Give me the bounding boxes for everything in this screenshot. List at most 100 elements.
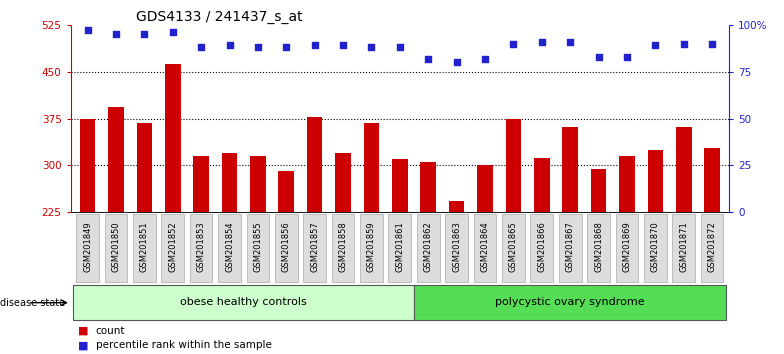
FancyBboxPatch shape (445, 214, 468, 282)
Text: GSM201861: GSM201861 (395, 221, 405, 272)
Text: GSM201865: GSM201865 (509, 221, 518, 272)
FancyBboxPatch shape (74, 285, 414, 320)
Text: GSM201849: GSM201849 (83, 221, 92, 272)
Point (82, 28, 94, 33)
Text: GSM201872: GSM201872 (708, 221, 717, 272)
Text: ■: ■ (78, 340, 89, 350)
Bar (562, 127, 578, 212)
Bar (648, 150, 663, 212)
Bar (619, 156, 635, 212)
FancyBboxPatch shape (587, 214, 610, 282)
Text: obese healthy controls: obese healthy controls (180, 297, 307, 307)
Bar (477, 165, 493, 212)
Point (592, 54, 604, 59)
Point (450, 59, 463, 65)
Point (507, 41, 520, 46)
Point (706, 41, 718, 46)
Bar (676, 127, 691, 212)
FancyBboxPatch shape (414, 285, 726, 320)
FancyBboxPatch shape (644, 214, 666, 282)
Text: GSM201862: GSM201862 (423, 221, 433, 272)
FancyBboxPatch shape (559, 214, 582, 282)
Point (166, 29, 179, 35)
FancyBboxPatch shape (531, 214, 554, 282)
Bar (448, 201, 464, 212)
FancyBboxPatch shape (303, 214, 326, 282)
Point (535, 39, 548, 45)
FancyBboxPatch shape (360, 214, 383, 282)
FancyBboxPatch shape (246, 214, 269, 282)
Text: GSM201866: GSM201866 (537, 221, 546, 272)
Bar (534, 158, 550, 212)
Point (621, 54, 633, 59)
Bar (194, 156, 209, 212)
FancyBboxPatch shape (701, 214, 724, 282)
Bar (364, 123, 379, 212)
Text: GSM201854: GSM201854 (225, 221, 234, 272)
Text: GSM201859: GSM201859 (367, 221, 376, 272)
Text: count: count (96, 326, 125, 336)
Bar (590, 169, 606, 212)
Point (110, 31, 122, 37)
Text: GSM201851: GSM201851 (140, 221, 149, 272)
Text: polycystic ovary syndrome: polycystic ovary syndrome (495, 297, 645, 307)
Text: GSM201855: GSM201855 (253, 221, 263, 272)
Point (138, 31, 151, 37)
Text: disease state: disease state (0, 298, 65, 308)
Text: GSM201871: GSM201871 (679, 221, 688, 272)
FancyBboxPatch shape (389, 214, 411, 282)
Point (422, 56, 434, 61)
Text: GSM201869: GSM201869 (622, 221, 631, 272)
Text: GSM201864: GSM201864 (481, 221, 489, 272)
FancyBboxPatch shape (417, 214, 440, 282)
Point (564, 39, 576, 45)
Bar (222, 153, 238, 212)
Point (479, 56, 492, 61)
Point (677, 41, 690, 46)
Point (195, 45, 208, 50)
Point (365, 45, 378, 50)
FancyBboxPatch shape (162, 214, 184, 282)
FancyBboxPatch shape (76, 214, 99, 282)
FancyBboxPatch shape (673, 214, 695, 282)
FancyBboxPatch shape (332, 214, 354, 282)
Text: GSM201857: GSM201857 (310, 221, 319, 272)
FancyBboxPatch shape (275, 214, 298, 282)
Text: GSM201863: GSM201863 (452, 221, 461, 272)
Point (280, 45, 292, 50)
Bar (136, 123, 152, 212)
Bar (80, 119, 96, 212)
FancyBboxPatch shape (218, 214, 241, 282)
Point (252, 45, 264, 50)
Point (308, 42, 321, 48)
Point (337, 42, 350, 48)
FancyBboxPatch shape (190, 214, 212, 282)
Text: GSM201856: GSM201856 (281, 221, 291, 272)
Bar (250, 156, 266, 212)
Bar (108, 107, 124, 212)
Point (649, 42, 662, 48)
Point (223, 42, 236, 48)
Bar (307, 117, 322, 212)
Text: GSM201867: GSM201867 (566, 221, 575, 272)
Text: GSM201858: GSM201858 (339, 221, 347, 272)
Text: GSM201850: GSM201850 (111, 221, 121, 272)
Bar (704, 148, 720, 212)
Text: ■: ■ (78, 326, 89, 336)
Bar (420, 162, 436, 212)
Text: GSM201853: GSM201853 (197, 221, 205, 272)
Text: GSM201852: GSM201852 (169, 221, 177, 272)
FancyBboxPatch shape (474, 214, 496, 282)
Text: percentile rank within the sample: percentile rank within the sample (96, 340, 271, 350)
FancyBboxPatch shape (133, 214, 156, 282)
Bar (165, 64, 180, 212)
Bar (336, 153, 351, 212)
Bar (278, 171, 294, 212)
FancyBboxPatch shape (502, 214, 524, 282)
Bar (506, 119, 521, 212)
Text: GSM201870: GSM201870 (651, 221, 660, 272)
Bar (392, 159, 408, 212)
Point (394, 45, 406, 50)
Text: GDS4133 / 241437_s_at: GDS4133 / 241437_s_at (136, 10, 303, 24)
Text: GSM201868: GSM201868 (594, 221, 603, 272)
